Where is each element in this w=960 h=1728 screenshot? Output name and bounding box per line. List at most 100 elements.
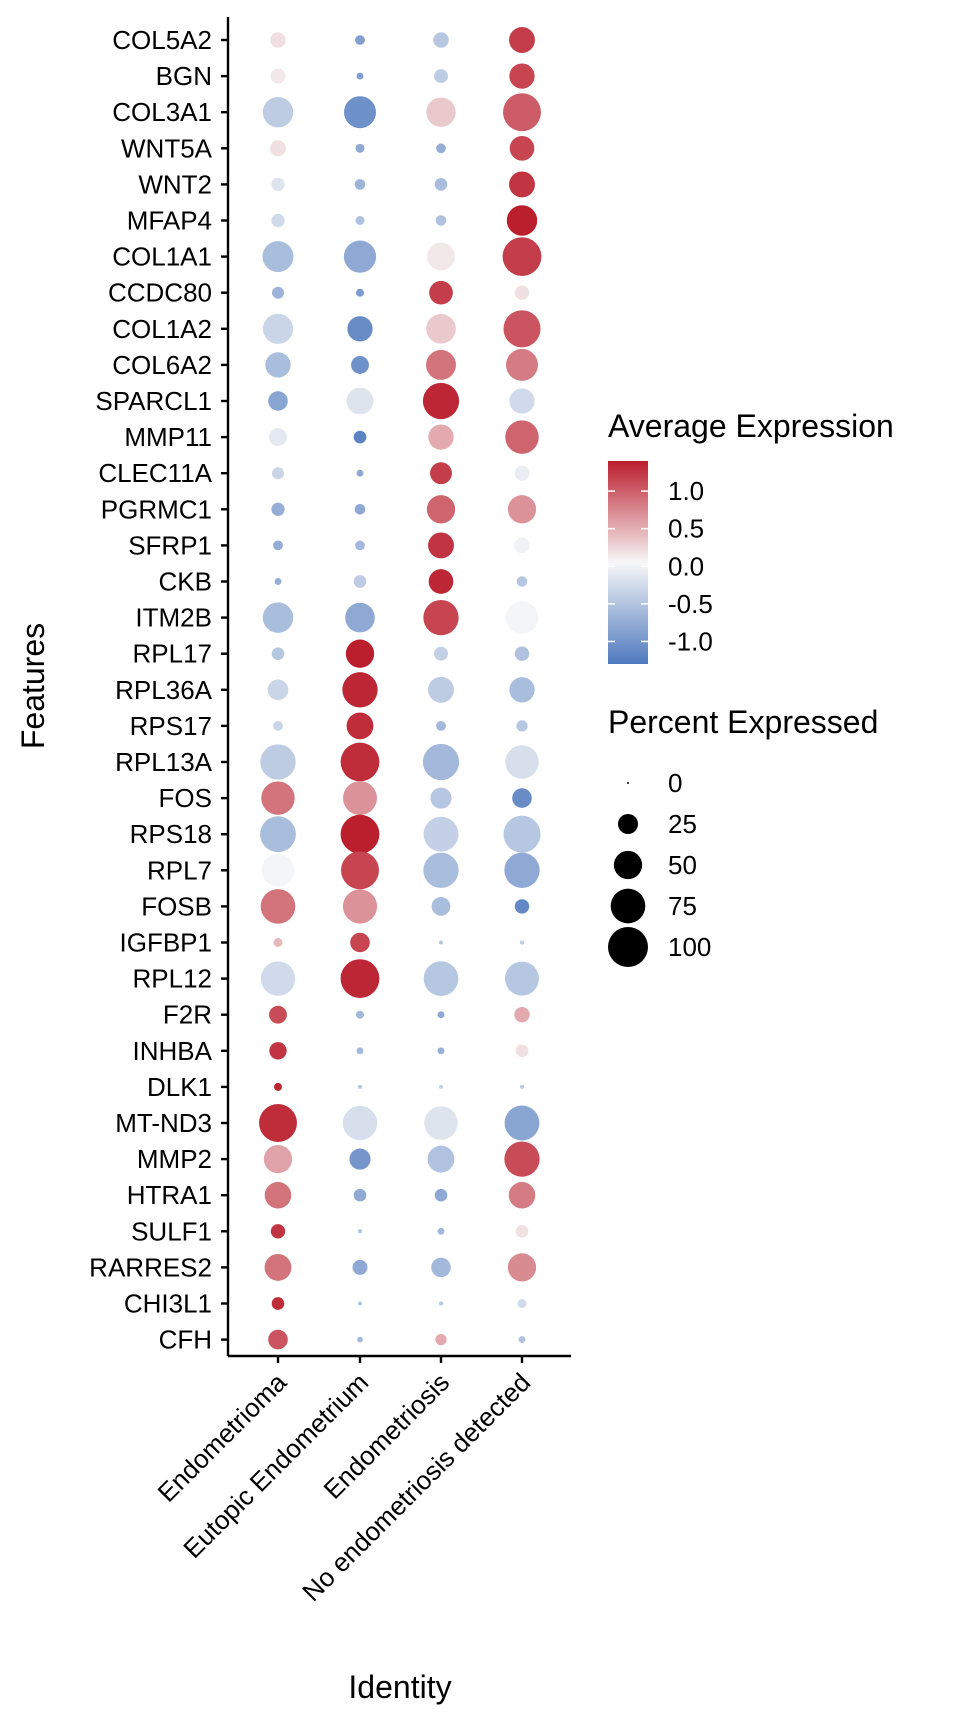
dot-point	[343, 240, 377, 273]
dot-point	[358, 1229, 362, 1234]
dot-point	[344, 96, 376, 129]
y-tick-label: PGRMC1	[101, 494, 212, 524]
dot-point	[504, 1141, 540, 1177]
dot-point	[423, 599, 459, 636]
dot-point	[506, 205, 538, 236]
dot-point	[340, 742, 380, 782]
dot-point	[356, 1010, 364, 1019]
dot-point	[355, 143, 365, 153]
dot-point	[436, 143, 446, 154]
y-tick-label: RPL13A	[115, 747, 212, 777]
dot-point	[260, 961, 296, 996]
y-tick-label: FOS	[159, 783, 212, 813]
dot-point	[439, 940, 443, 945]
y-tick-label: ITM2B	[135, 603, 212, 633]
dot-point	[518, 1336, 526, 1344]
dot-point	[272, 286, 284, 299]
dot-point	[509, 135, 535, 161]
color-tick-label: 0.0	[668, 551, 704, 581]
dot-point	[356, 288, 364, 297]
dot-point	[271, 177, 285, 192]
dot-point	[273, 540, 283, 551]
dot-point	[347, 316, 373, 342]
color-legend-ticks: 1.0 0.5 0.0 -0.5 -1.0	[608, 476, 713, 656]
dot-point	[505, 745, 539, 779]
dot-point	[341, 851, 379, 890]
dot-point	[503, 310, 541, 348]
dot-point	[505, 961, 539, 996]
dot-point	[259, 1104, 297, 1142]
dot-point	[437, 1047, 445, 1055]
y-tick-label: SFRP1	[128, 530, 212, 560]
dot-point	[512, 788, 532, 808]
dot-point	[430, 787, 452, 809]
size-legend-dot	[608, 927, 648, 967]
dot-point	[353, 1188, 367, 1202]
dot-point	[260, 889, 296, 924]
y-tick-label: BGN	[156, 61, 212, 91]
dot-point	[514, 465, 530, 481]
y-tick-label: FOSB	[141, 891, 212, 921]
dot-point	[434, 69, 448, 84]
dot-point	[350, 932, 370, 953]
size-legend-label: 0	[668, 768, 682, 798]
dot-point	[426, 313, 456, 344]
y-tick-label: RPL36A	[115, 675, 212, 705]
dot-point	[346, 712, 374, 740]
dot-point	[506, 348, 538, 381]
y-tick-label: MT-ND3	[115, 1108, 212, 1138]
dot-point	[261, 781, 295, 815]
dot-point	[422, 743, 460, 781]
dot-point	[353, 575, 367, 588]
dot-point	[436, 721, 446, 731]
y-tick-label: CKB	[159, 567, 212, 597]
dot-point	[439, 1084, 443, 1089]
dot-point	[514, 537, 530, 554]
dot-point	[426, 97, 456, 127]
dot-point	[270, 32, 286, 48]
dot-point	[509, 27, 535, 53]
dot-point	[424, 1106, 458, 1140]
dot-point	[269, 1005, 287, 1024]
color-tick-label: -0.5	[668, 589, 713, 619]
dot-point	[264, 1181, 292, 1209]
y-tick-label: CFH	[159, 1325, 212, 1355]
dot-point	[427, 242, 455, 271]
dot-point	[355, 216, 365, 225]
dot-point	[271, 1297, 285, 1310]
size-legend-title: Percent Expressed	[608, 704, 878, 740]
dot-point	[269, 428, 287, 447]
dot-point	[353, 430, 367, 444]
y-tick-label: SULF1	[131, 1216, 212, 1246]
dot-point	[507, 495, 537, 524]
dot-point	[507, 1253, 537, 1282]
dot-point	[423, 961, 459, 996]
dot-point	[345, 602, 375, 633]
y-tick-label: F2R	[163, 1000, 212, 1030]
dot-point	[502, 237, 542, 276]
dot-point	[504, 852, 540, 888]
dot-point	[428, 569, 454, 594]
dot-point	[356, 1047, 364, 1055]
color-legend-bar	[608, 461, 648, 664]
dot-point	[427, 1145, 455, 1173]
dot-point	[342, 672, 378, 708]
y-tick-label: COL1A2	[112, 314, 212, 344]
dot-point	[269, 1042, 287, 1060]
y-tick-label: INHBA	[133, 1036, 213, 1066]
size-legend-dot	[610, 888, 646, 924]
dot-point	[509, 388, 535, 414]
y-tick-label: HTRA1	[127, 1180, 212, 1210]
dot-point	[346, 387, 374, 415]
dot-point	[509, 171, 535, 198]
color-tick-label: 1.0	[668, 476, 704, 506]
dot-point	[428, 676, 454, 703]
dot-point	[271, 502, 285, 516]
y-tick-label: CLEC11A	[98, 458, 212, 488]
size-legend-dot	[618, 814, 638, 834]
y-tick-labels: COL5A2 BGN COL3A1 WNT5A WNT2 MFAP4 COL1A1 CCDC8…	[89, 25, 212, 1355]
color-legend-title: Average Expression	[608, 408, 894, 444]
color-legend: Average Expression 1.0 0.5 0.0 -0.5 -1.0	[608, 408, 894, 664]
dot-point	[260, 744, 296, 780]
